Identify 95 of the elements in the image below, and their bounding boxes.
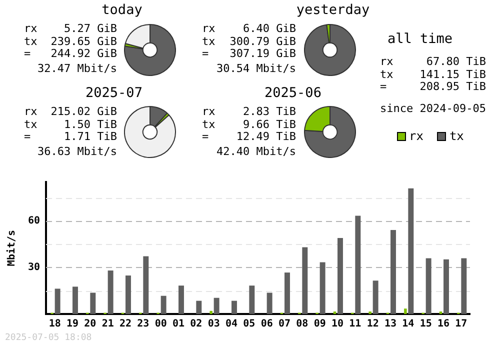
bar (284, 272, 290, 314)
bar (90, 292, 96, 314)
text: = (24, 130, 32, 144)
text: 1.71 TiB (63, 130, 117, 144)
x-tick-label: 17 (455, 318, 468, 330)
bar (178, 286, 184, 314)
text: 36.63 Mbit/s (36, 144, 117, 158)
bar (444, 259, 449, 314)
bar (338, 238, 343, 314)
bar (143, 256, 149, 314)
text: 30.54 Mbit/s (216, 62, 296, 75)
text: 239.65 GiB (50, 34, 117, 48)
chart-title: 2025-06 (264, 85, 322, 101)
x-tick-label: 00 (154, 318, 167, 330)
bar (108, 270, 114, 314)
bar (160, 296, 166, 314)
text: 32.47 Mbit/s (36, 62, 117, 75)
text: rx (24, 22, 38, 36)
text: rx (24, 105, 38, 118)
text: = (202, 130, 210, 144)
text: = (380, 80, 388, 94)
text: = (24, 47, 32, 60)
bar (408, 188, 414, 314)
chart-title: yesterday (296, 2, 370, 18)
x-tick-label: 20 (84, 318, 96, 330)
x-tick-label: 02 (190, 318, 202, 330)
text: tx (24, 118, 38, 131)
text: 67.80 TiB (425, 55, 486, 68)
y-tick-label: 60 (28, 215, 40, 226)
bar (210, 310, 212, 314)
text: 141.15 TiB (418, 68, 486, 81)
text: 307.19 GiB (228, 47, 296, 60)
x-tick-label: 08 (296, 318, 308, 330)
x-tick-label: 18 (48, 318, 61, 330)
x-tick-label: 06 (260, 318, 273, 330)
legend-label: rx (409, 129, 424, 143)
x-tick-label: 16 (437, 318, 450, 330)
text: 300.79 GiB (228, 34, 296, 48)
text: 244.92 GiB (50, 47, 117, 60)
x-tick-label: 23 (137, 318, 150, 330)
chart-title: 2025-07 (86, 85, 142, 101)
bar (372, 280, 378, 314)
x-tick-label: 01 (172, 318, 185, 330)
x-tick-label: 05 (243, 318, 256, 330)
bar (232, 300, 237, 314)
bar (404, 308, 407, 314)
x-tick-label: 19 (66, 318, 79, 330)
text: tx (202, 34, 216, 48)
legend-label: tx (449, 129, 464, 143)
y-axis-title: Mbit/s (6, 230, 18, 266)
text: 208.95 TiB (418, 80, 486, 94)
bar (126, 275, 131, 314)
text: 42.40 Mbit/s (216, 144, 296, 158)
x-tick-label: 15 (420, 318, 432, 330)
text: tx (24, 34, 38, 48)
text: tx (380, 68, 394, 81)
y-tick-label: 30 (28, 262, 40, 274)
text: 9.66 TiB (242, 118, 296, 131)
bar (461, 258, 467, 314)
text: rx (202, 22, 216, 36)
text: 215.02 GiB (50, 105, 117, 118)
bar (249, 286, 255, 314)
x-tick-label: 12 (366, 318, 379, 330)
text: tx (202, 118, 216, 131)
bar (302, 247, 308, 314)
x-tick-label: 21 (102, 318, 114, 330)
bar (266, 292, 272, 314)
x-tick-label: 11 (349, 318, 362, 330)
text: 2.83 TiB (242, 105, 296, 118)
chart-title: today (102, 2, 142, 18)
bar (196, 300, 202, 314)
x-tick-label: 04 (225, 318, 238, 330)
bar (320, 262, 326, 314)
x-tick-label: 09 (314, 318, 326, 330)
bar (214, 298, 220, 314)
text: 5.27 GiB (63, 22, 117, 36)
text: since 2024-09-05 (380, 102, 486, 115)
text: all time (387, 31, 453, 47)
x-tick-label: 13 (384, 318, 397, 330)
bar (54, 288, 60, 314)
text: 1.50 TiB (63, 118, 117, 131)
x-tick-label: 07 (278, 318, 291, 330)
x-tick-label: 03 (208, 318, 220, 330)
text: = (202, 47, 210, 60)
bar (390, 230, 396, 314)
bar (355, 216, 361, 314)
bar (426, 258, 432, 314)
x-tick-label: 22 (119, 318, 132, 330)
text: 6.40 GiB (242, 22, 296, 36)
x-tick-label: 14 (402, 318, 414, 330)
bar (72, 286, 78, 314)
text: 12.49 TiB (235, 130, 296, 144)
text: rx (202, 105, 216, 118)
text: rx (380, 55, 394, 68)
x-tick-label: 10 (331, 318, 344, 330)
